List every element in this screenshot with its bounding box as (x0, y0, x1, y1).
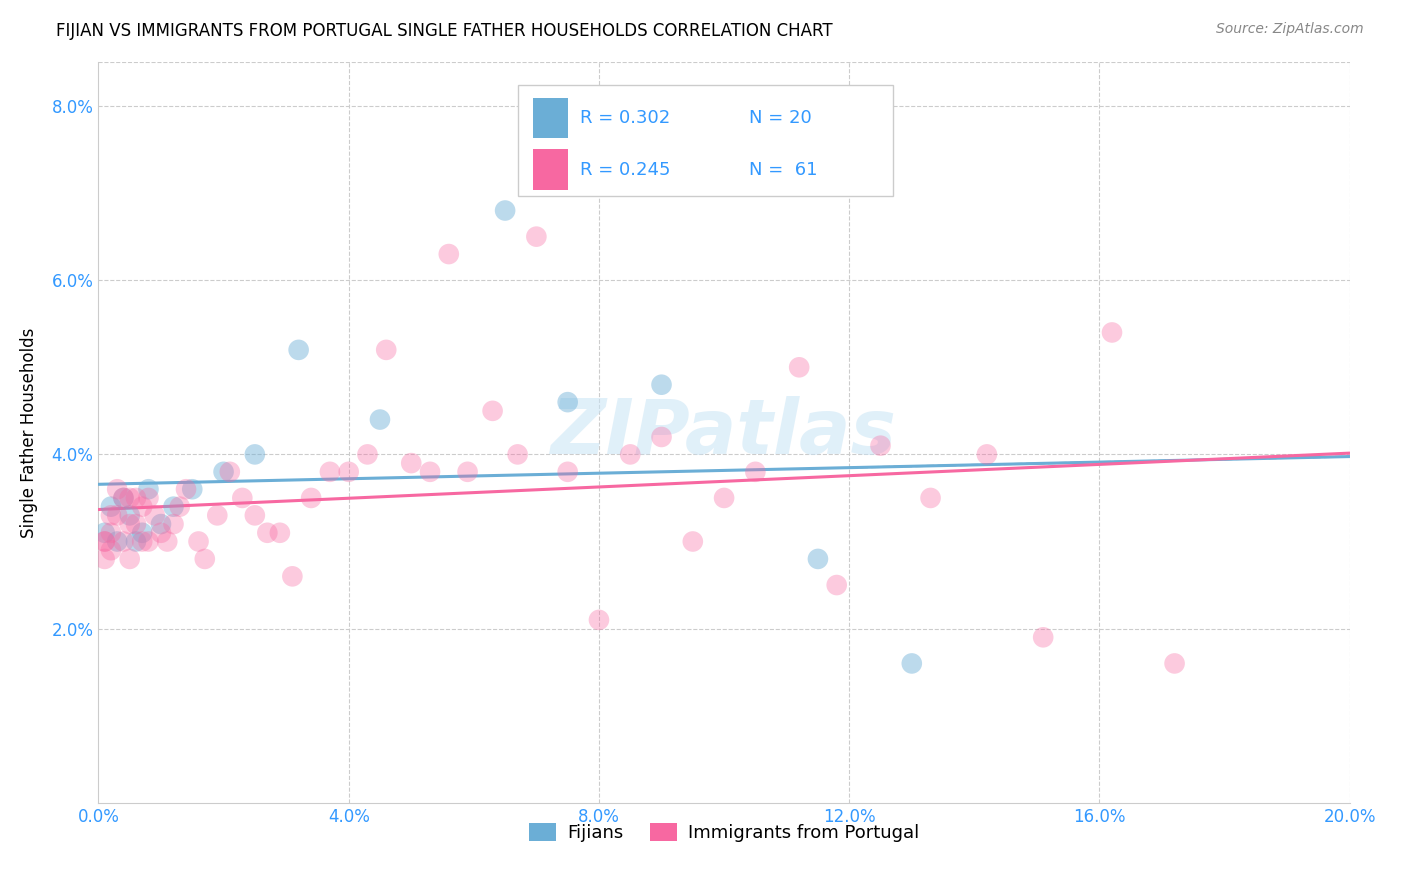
Point (619, 447, 641, 461)
Point (100, 508, 122, 523)
Point (112, 491, 135, 505)
Point (131, 500, 153, 514)
Point (744, 465, 766, 479)
Point (118, 552, 141, 566)
Point (682, 534, 704, 549)
Point (112, 534, 135, 549)
Point (920, 491, 942, 505)
Point (156, 534, 179, 549)
Point (118, 491, 141, 505)
Point (787, 360, 810, 375)
Point (118, 508, 141, 523)
Point (112, 491, 135, 505)
Point (650, 430, 672, 444)
Point (269, 525, 291, 540)
Point (100, 525, 122, 540)
Point (207, 508, 229, 523)
Point (287, 343, 309, 357)
Point (356, 447, 378, 461)
Point (93, 525, 115, 540)
Point (650, 377, 672, 392)
Point (93, 552, 115, 566)
Point (401, 456, 423, 470)
Point (118, 517, 141, 532)
Bar (533, 97, 568, 138)
Text: ZIPatlas: ZIPatlas (551, 396, 897, 469)
Legend: Fijians, Immigrants from Portugal: Fijians, Immigrants from Portugal (522, 815, 927, 849)
Point (174, 482, 197, 496)
Point (1032, 630, 1054, 644)
Point (243, 508, 266, 523)
Point (181, 482, 204, 496)
Point (869, 439, 891, 453)
Text: N =  61: N = 61 (749, 161, 818, 178)
Point (212, 465, 235, 479)
Point (105, 508, 128, 523)
Bar (533, 150, 568, 190)
Point (231, 491, 253, 505)
Point (557, 465, 579, 479)
Point (125, 517, 148, 532)
Point (457, 465, 479, 479)
Point (93, 534, 115, 549)
Point (319, 465, 342, 479)
Point (437, 247, 460, 261)
Point (169, 500, 191, 514)
Point (138, 482, 160, 496)
Text: R = 0.245: R = 0.245 (581, 161, 671, 178)
Point (150, 525, 173, 540)
Point (125, 491, 148, 505)
Point (375, 343, 398, 357)
Point (218, 465, 240, 479)
Point (976, 447, 998, 461)
Point (1163, 657, 1185, 671)
Point (138, 534, 160, 549)
Point (256, 525, 278, 540)
Text: Source: ZipAtlas.com: Source: ZipAtlas.com (1216, 22, 1364, 37)
Point (125, 534, 148, 549)
Point (588, 613, 610, 627)
Point (281, 569, 304, 583)
Point (825, 578, 848, 592)
Point (162, 500, 184, 514)
Point (807, 552, 830, 566)
Point (506, 447, 529, 461)
Point (299, 491, 322, 505)
Point (138, 491, 160, 505)
Y-axis label: Single Father Households: Single Father Households (20, 327, 38, 538)
Point (105, 534, 128, 549)
Text: N = 20: N = 20 (749, 109, 811, 127)
Point (368, 412, 391, 426)
Text: FIJIAN VS IMMIGRANTS FROM PORTUGAL SINGLE FATHER HOUSEHOLDS CORRELATION CHART: FIJIAN VS IMMIGRANTS FROM PORTUGAL SINGL… (56, 22, 832, 40)
FancyBboxPatch shape (517, 85, 893, 195)
Point (131, 534, 153, 549)
Point (194, 552, 217, 566)
Point (526, 229, 548, 244)
Text: R = 0.302: R = 0.302 (581, 109, 671, 127)
Point (131, 525, 153, 540)
Point (337, 465, 360, 479)
Point (93, 534, 115, 549)
Point (494, 203, 516, 218)
Point (713, 491, 735, 505)
Point (481, 404, 503, 418)
Point (100, 543, 122, 558)
Point (150, 517, 173, 532)
Point (187, 534, 209, 549)
Point (900, 657, 922, 671)
Point (162, 517, 184, 532)
Point (419, 465, 441, 479)
Point (143, 508, 166, 523)
Point (243, 447, 266, 461)
Point (100, 500, 122, 514)
Point (557, 395, 579, 409)
Point (1101, 326, 1123, 340)
Point (105, 482, 128, 496)
